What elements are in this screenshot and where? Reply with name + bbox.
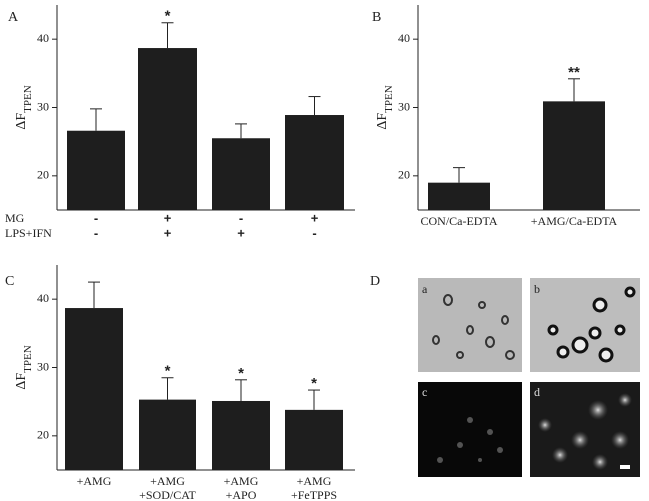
y-tick-label: 30 [37,359,49,373]
error-bar [308,389,320,410]
x-tick-label: +SOD/CAT [139,488,196,501]
significance-mark: * [311,375,317,392]
micrograph-a [418,278,522,372]
bar [138,48,197,210]
condition-sign: + [237,225,245,240]
significance-mark: * [165,8,171,25]
bar [212,400,270,470]
image-label: d [534,385,540,399]
x-tick-label: +AMG [297,474,332,488]
x-tick-label: +FeTPPS [291,488,337,501]
bar [65,308,123,470]
error-bar [453,167,465,183]
y-axis-label-subscript: TPEN [383,85,395,113]
bar [212,138,270,210]
image-label: a [422,282,428,296]
bar [428,182,490,210]
error-bar [161,22,174,49]
error-bar [308,96,321,116]
condition-sign: + [164,210,172,225]
condition-sign: + [311,210,319,225]
y-axis-label-subscript: TPEN [22,85,34,113]
y-axis-label-subscript: TPEN [22,345,34,373]
y-axis-label-main: ΔF [14,113,29,130]
micrograph-c [418,382,522,477]
y-axis-label: ΔFTPEN [14,85,33,129]
condition-sign: - [94,210,98,225]
x-tick-label: +AMG [150,474,185,488]
image-label: c [422,385,427,399]
error-bar [90,108,102,131]
y-tick-label: 20 [398,168,410,182]
panel-label: A [8,10,19,25]
x-tick-label: +APO [226,488,257,501]
y-tick-label: 20 [37,428,49,442]
panel-label: B [372,10,381,25]
error-bar [88,281,100,309]
condition-sign: - [94,225,98,240]
bar [285,115,344,210]
panel-label: C [5,274,14,289]
significance-mark: ** [568,64,580,81]
y-tick-label: 40 [37,291,49,305]
micrograph-b [530,278,640,372]
condition-name: LPS+IFN [5,226,52,240]
y-axis-label: ΔFTPEN [14,345,33,389]
bar [285,409,343,470]
error-bar [235,379,247,401]
y-tick-label: 30 [37,99,49,113]
micrograph-d [530,382,640,477]
y-tick-label: 40 [398,31,410,45]
panel-label: D [370,274,380,289]
x-tick-label: +AMG [77,474,112,488]
condition-sign: - [239,210,243,225]
y-axis-label: ΔFTPEN [375,85,394,129]
condition-name: MG [5,211,25,225]
bar [67,130,125,210]
error-bar [235,123,247,139]
condition-sign: - [312,225,316,240]
y-tick-label: 40 [37,31,49,45]
condition-sign: + [164,225,172,240]
y-tick-label: 20 [37,168,49,182]
bar [543,101,605,210]
x-tick-label: +AMG [224,474,259,488]
x-tick-label: +AMG/Ca-EDTA [531,214,618,228]
error-bar [161,377,174,400]
error-bar [568,78,580,102]
y-axis-label-main: ΔF [14,373,29,390]
y-axis-label-main: ΔF [375,113,390,130]
bar [139,399,196,470]
y-tick-label: 30 [398,99,410,113]
image-label: b [534,282,540,296]
significance-mark: * [165,363,171,380]
x-tick-label: CON/Ca-EDTA [420,214,497,228]
significance-mark: * [238,365,244,382]
